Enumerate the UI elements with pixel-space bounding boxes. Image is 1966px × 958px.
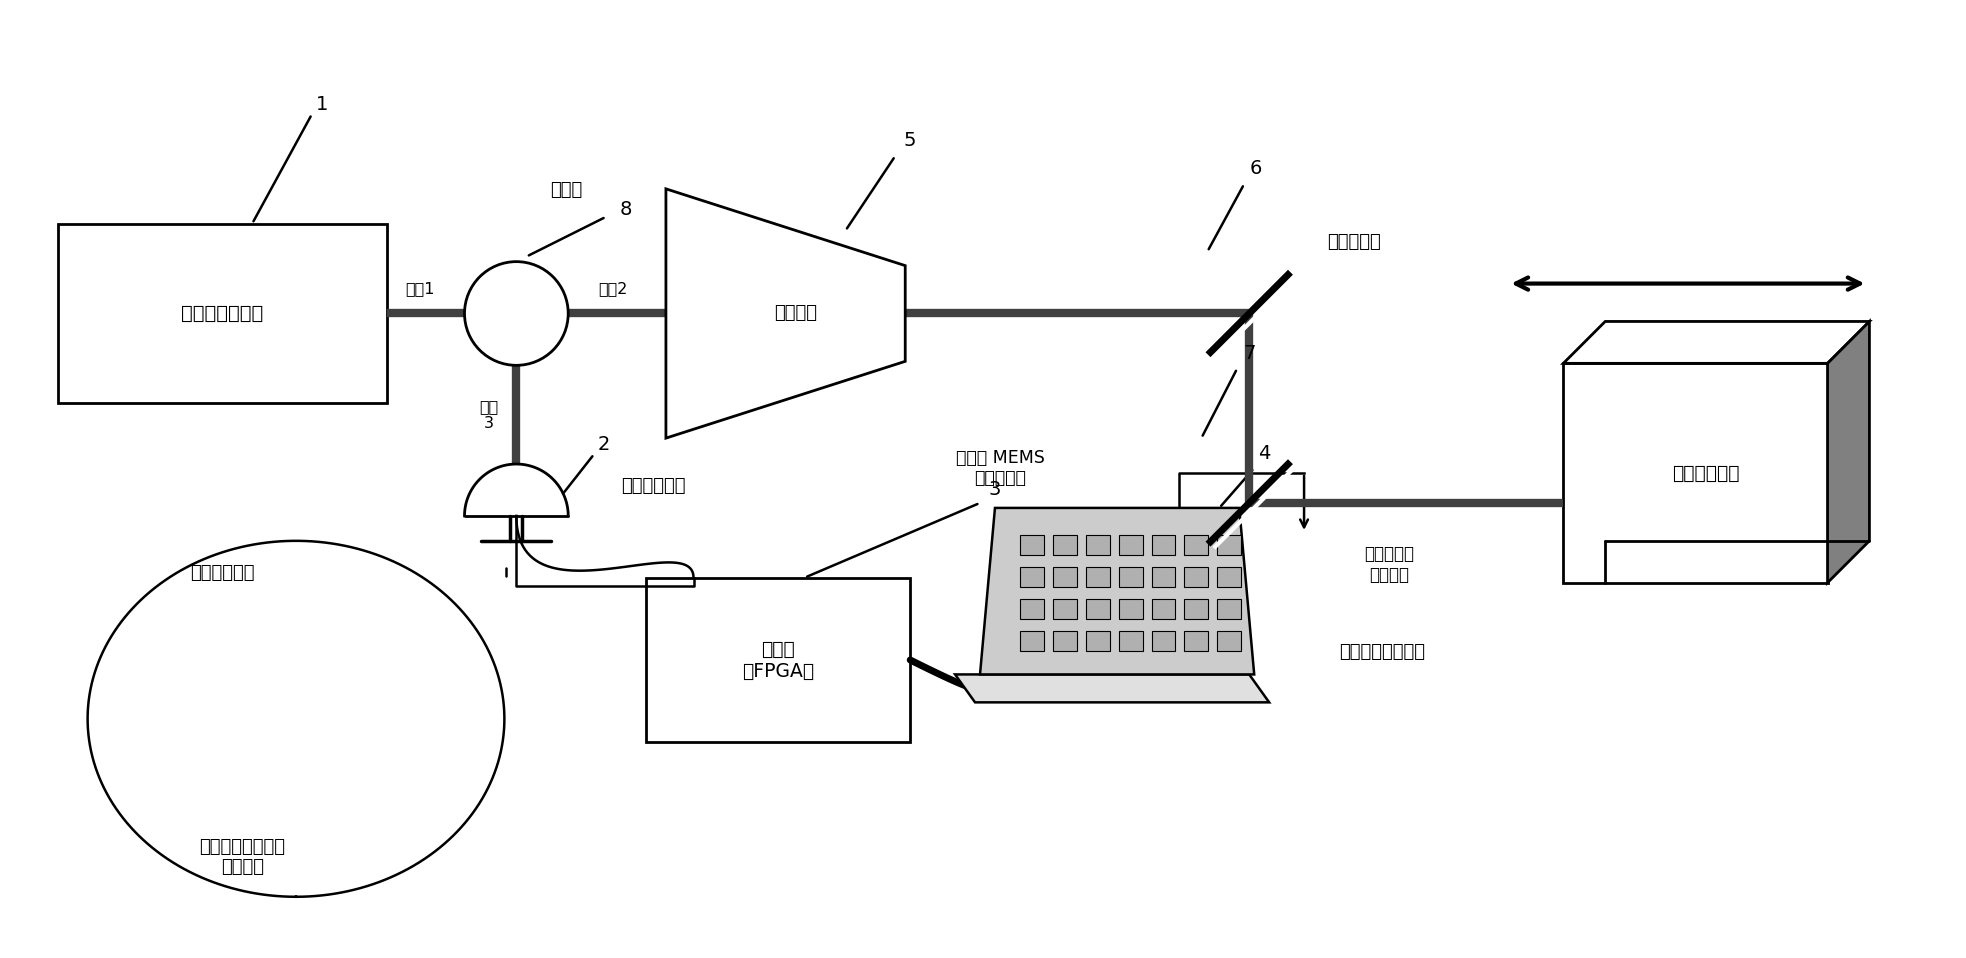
Bar xyxy=(1184,599,1209,619)
Bar xyxy=(1119,535,1142,555)
Text: 待测目标物体: 待测目标物体 xyxy=(1671,464,1740,483)
Bar xyxy=(1020,599,1044,619)
Polygon shape xyxy=(979,508,1254,674)
Bar xyxy=(57,224,387,403)
Bar xyxy=(1085,567,1109,586)
Bar xyxy=(1085,599,1109,619)
Text: 8: 8 xyxy=(619,200,633,219)
Bar xyxy=(1085,535,1109,555)
Text: 处理器（计算机）: 处理器（计算机） xyxy=(1339,644,1425,661)
Bar xyxy=(1152,630,1176,650)
Text: 端口2: 端口2 xyxy=(598,281,627,296)
Text: 可编程 MEMS
扫描反射馕: 可编程 MEMS 扫描反射馕 xyxy=(955,448,1044,488)
Text: 环形器: 环形器 xyxy=(550,181,582,199)
Text: 计数器
（FPGA）: 计数器 （FPGA） xyxy=(741,640,814,680)
Bar xyxy=(1119,567,1142,586)
Bar xyxy=(1152,567,1176,586)
Polygon shape xyxy=(1828,322,1870,582)
Text: 7: 7 xyxy=(1243,344,1256,363)
Bar xyxy=(1217,535,1241,555)
Bar xyxy=(1184,567,1209,586)
Bar xyxy=(1054,535,1077,555)
Text: 4: 4 xyxy=(1258,444,1270,463)
Text: 3: 3 xyxy=(989,481,1001,499)
Bar xyxy=(1054,567,1077,586)
Text: 同步触发信号: 同步触发信号 xyxy=(191,563,254,582)
Bar xyxy=(1085,630,1109,650)
Bar xyxy=(1119,599,1142,619)
Text: 6: 6 xyxy=(1250,159,1262,178)
Bar xyxy=(1184,630,1209,650)
Bar xyxy=(1020,535,1044,555)
Bar xyxy=(1020,630,1044,650)
Text: 锁模脉冲激光器: 锁模脉冲激光器 xyxy=(181,304,263,323)
Bar xyxy=(1054,599,1077,619)
Text: 2: 2 xyxy=(598,435,609,453)
Bar xyxy=(1217,630,1241,650)
Text: 5: 5 xyxy=(904,131,916,150)
Text: 端口1: 端口1 xyxy=(405,281,434,296)
Text: 单光子探测器: 单光子探测器 xyxy=(621,477,686,495)
Bar xyxy=(1184,535,1209,555)
Text: 端口
3: 端口 3 xyxy=(480,399,497,431)
Bar xyxy=(1217,567,1241,586)
Bar xyxy=(1020,567,1044,586)
Polygon shape xyxy=(1563,322,1870,363)
Text: 准直系统: 准直系统 xyxy=(775,305,818,323)
Bar xyxy=(647,578,910,742)
Bar xyxy=(1054,630,1077,650)
Text: 1: 1 xyxy=(317,95,328,114)
Bar xyxy=(1119,630,1142,650)
Bar xyxy=(1152,599,1176,619)
Text: 固定反射馕: 固定反射馕 xyxy=(1327,233,1380,251)
Text: 扫描反射馕
控制信号: 扫描反射馕 控制信号 xyxy=(1364,545,1414,584)
Polygon shape xyxy=(955,674,1270,702)
Bar xyxy=(1152,535,1176,555)
Bar xyxy=(1217,599,1241,619)
Text: 激光脉冲重复频率
控制信号: 激光脉冲重复频率 控制信号 xyxy=(199,837,285,877)
Bar xyxy=(1563,363,1828,582)
